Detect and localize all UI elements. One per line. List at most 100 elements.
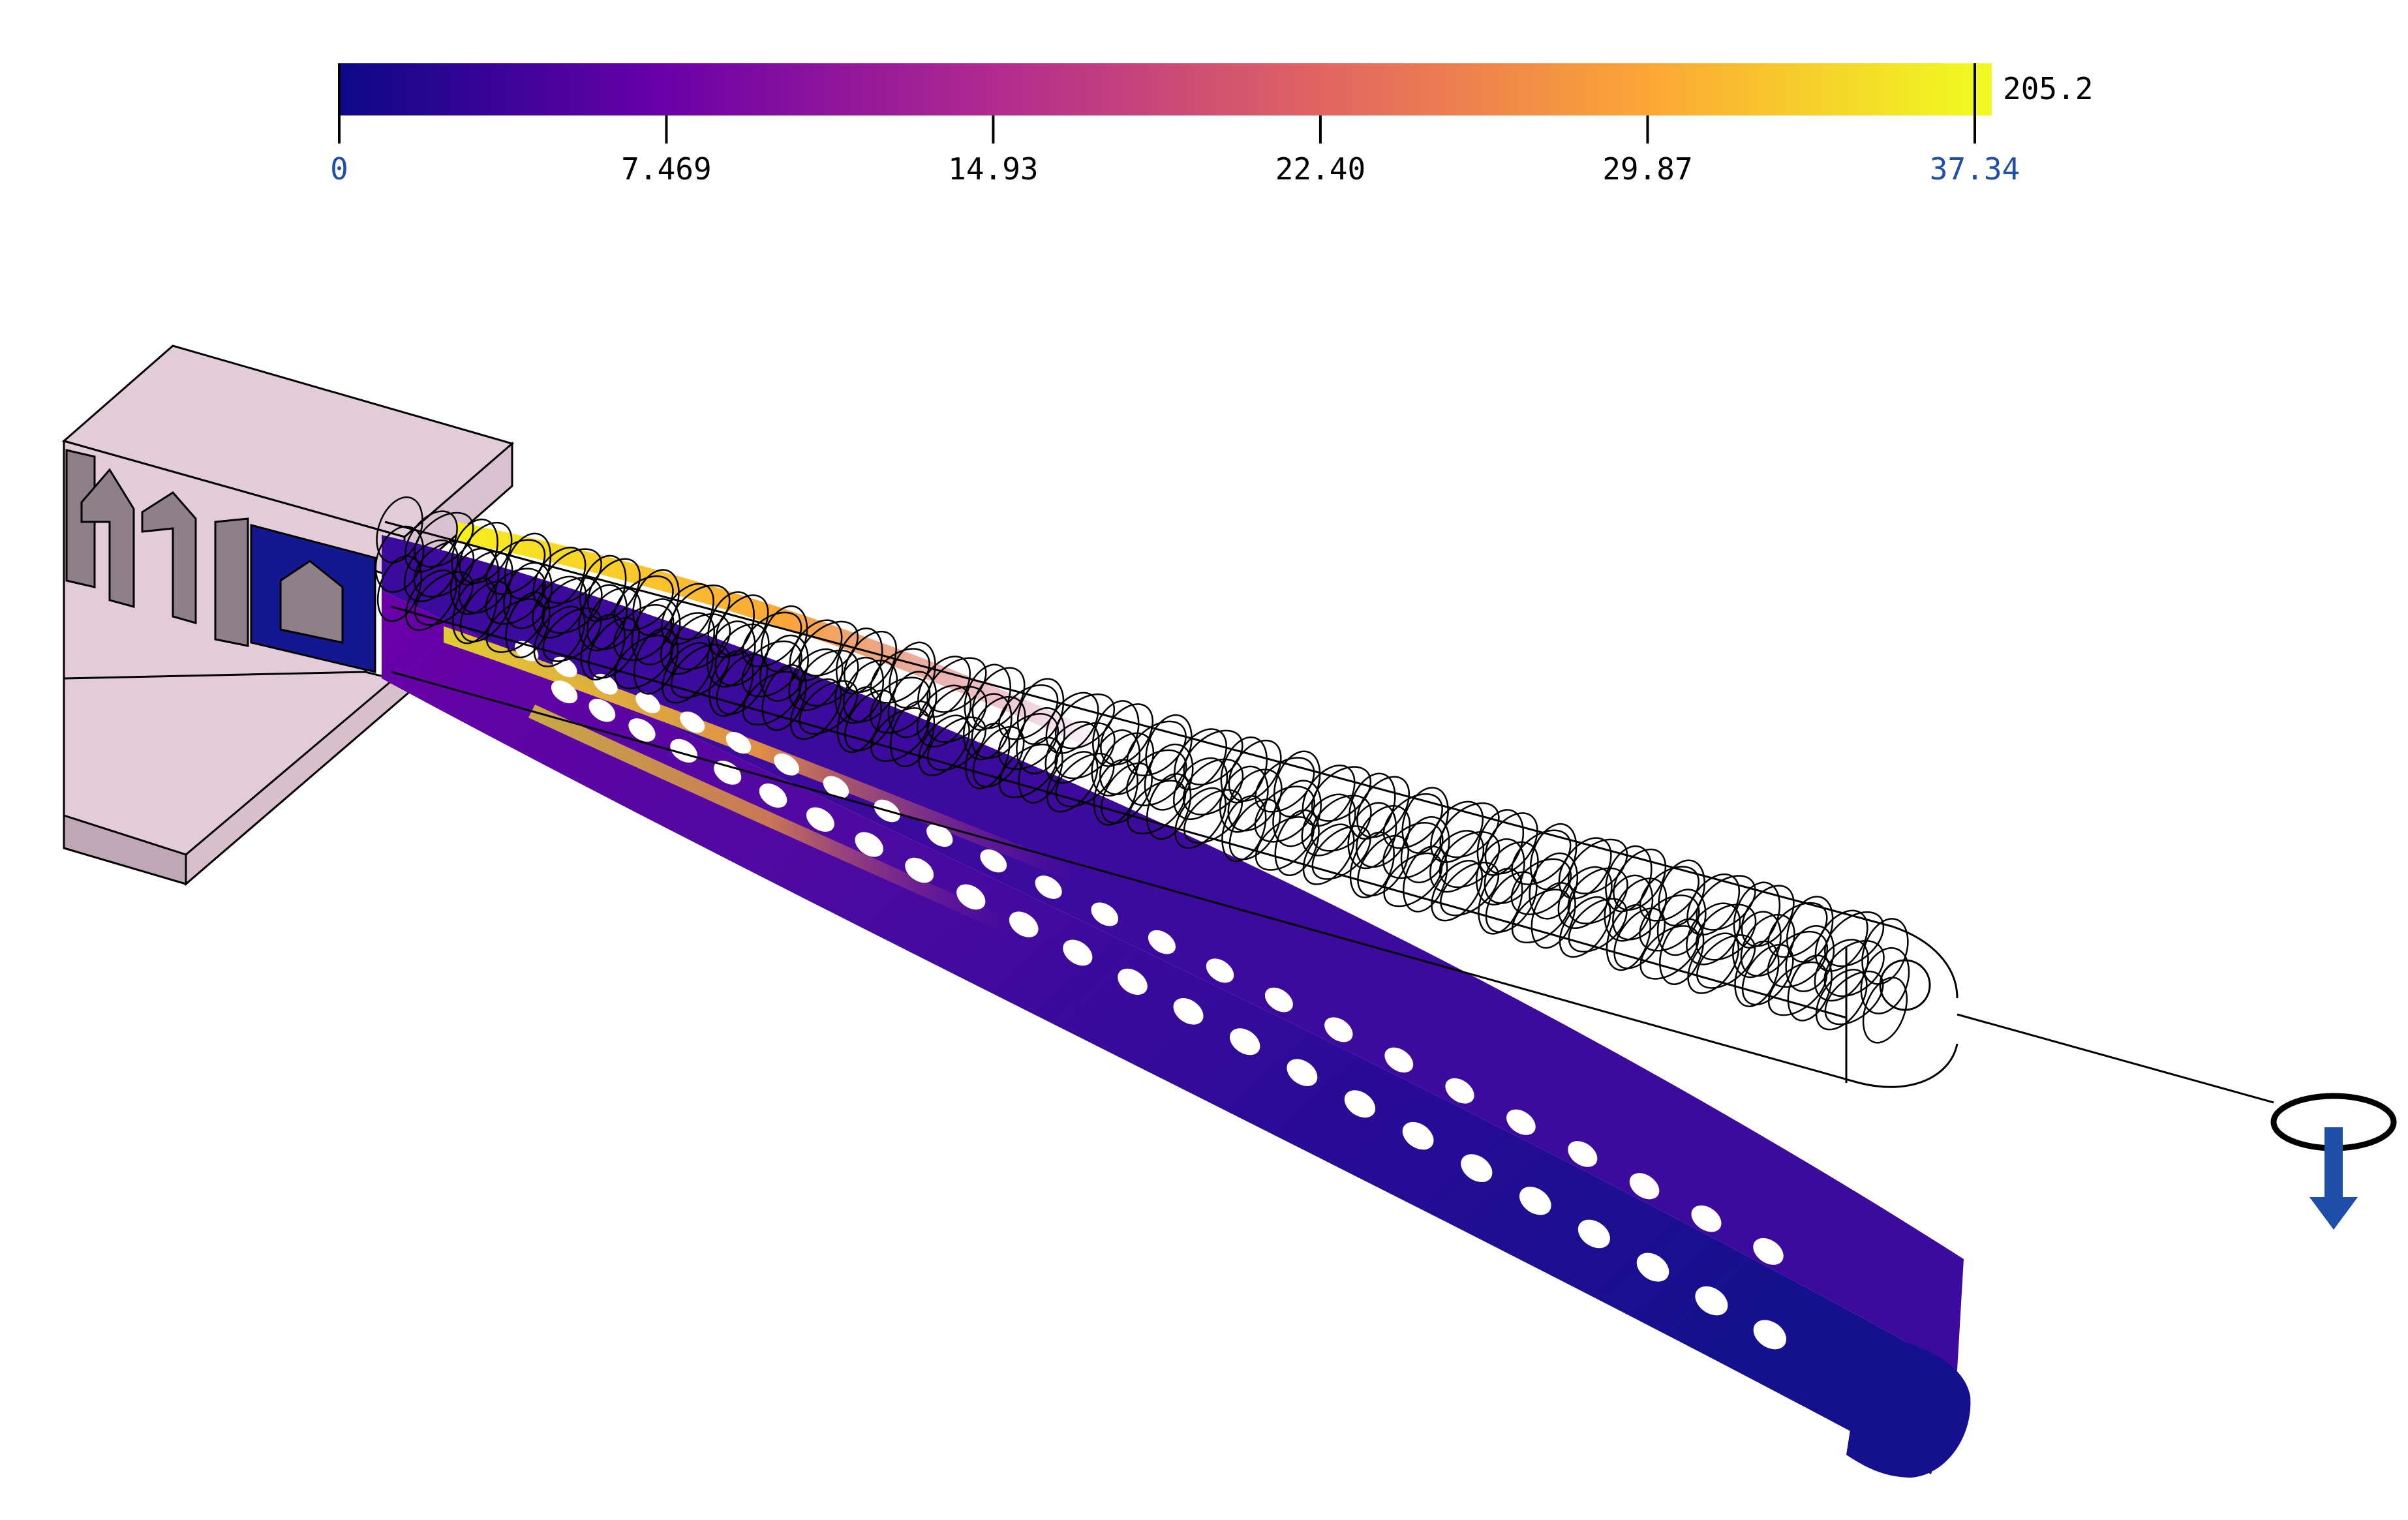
wireframe-outline-top: [384, 521, 1958, 999]
wireframe-ring: [1255, 816, 1315, 871]
wireframe-outline-bottom: [391, 671, 1958, 1088]
wireframe-ring: [1557, 866, 1613, 929]
wireframe-ring: [1440, 861, 1500, 917]
stress-hotspot-edge: [528, 705, 1011, 933]
lattice-hole: [774, 753, 800, 776]
wireframe-ring: [1568, 898, 1628, 953]
lattice-hole: [1402, 1121, 1434, 1150]
wireframe-ring: [1740, 913, 1795, 977]
wireframe-ring: [1639, 925, 1699, 980]
wireframe-ring: [1173, 757, 1228, 821]
wireframe-ring: [1484, 812, 1538, 875]
wireframe-ring: [1126, 720, 1187, 776]
wireframe-ring: [1227, 768, 1283, 832]
wireframe-ring: [660, 612, 716, 675]
wireframe-ring: [1639, 894, 1700, 952]
wireframe-ring: [1484, 841, 1539, 904]
wireframe-ring: [998, 713, 1059, 770]
wireframe-ring: [1228, 739, 1282, 802]
lattice-hole: [714, 761, 742, 785]
wireframe-ring: [1382, 793, 1443, 849]
wireframe-ring: [1814, 939, 1869, 1002]
lattice-hole: [725, 731, 752, 754]
wireframe-ring: [1696, 875, 1756, 931]
support-cavity-2: [80, 468, 135, 608]
wireframe-ring: [613, 575, 674, 631]
wireframe-ring: [403, 539, 459, 603]
wireframe-ring: [413, 540, 475, 598]
wireframe-ring: [1824, 911, 1885, 967]
deformed-beam-lower: [382, 590, 1957, 1474]
wireframe-ring: [1356, 804, 1411, 868]
wireframe-ring: [1767, 902, 1828, 958]
wireframe-ring: [376, 555, 423, 622]
wireframe-ring: [971, 696, 1026, 759]
support-cavity-4: [214, 517, 249, 647]
wireframe-ring: [532, 575, 587, 639]
wireframe-ring: [1311, 825, 1371, 880]
lattice-hole: [823, 776, 849, 798]
wireframe-ring: [926, 657, 987, 713]
wireframe-ring: [742, 671, 802, 726]
wireframe-ring: [458, 551, 513, 614]
wireframe-ring: [971, 667, 1026, 729]
wireframe-ring: [844, 630, 897, 693]
lattice-hole: [1287, 1059, 1318, 1086]
colorbar-overflow-swatch: [1974, 63, 1992, 115]
wireframe-ring: [1696, 934, 1756, 989]
wireframe-ring: [541, 548, 602, 604]
lattice-hole: [680, 711, 705, 733]
wireframe-ring: [1054, 722, 1116, 780]
wireframe-ring: [1531, 881, 1576, 949]
wireframe-ring: [1403, 845, 1448, 913]
wireframe-ring: [798, 620, 859, 677]
wireframe-ring: [1018, 737, 1063, 804]
wireframe-ring: [1439, 802, 1500, 859]
wireframe-ring: [414, 571, 474, 626]
lattice-hole: [1384, 1047, 1414, 1073]
wireframe-ring: [1511, 829, 1572, 885]
colorbar-tick-label: 22.40: [1275, 151, 1365, 187]
wireframe-ring: [1146, 772, 1192, 840]
load-leader-line: [1957, 1013, 2274, 1104]
wireframe-ring: [799, 680, 859, 735]
wireframe-ring: [870, 648, 930, 704]
colorbar-gradient: [339, 63, 1974, 115]
wireframe-ring: [485, 568, 546, 625]
load-indicator: [1957, 1013, 2397, 1230]
wireframe-ring: [870, 676, 931, 734]
lattice-hole: [956, 884, 986, 910]
lattice-hole: [1461, 1154, 1493, 1183]
wireframe-ring: [1382, 821, 1444, 879]
wireframe-ring: [670, 643, 730, 699]
wireframe-ring: [1439, 831, 1501, 889]
stress-hotspot-top: [457, 522, 1109, 757]
wireframe-ring: [1183, 789, 1243, 844]
wireframe-ring: [633, 628, 679, 695]
lattice-hole: [759, 783, 787, 808]
wireframe-ring: [926, 686, 988, 743]
lattice-hole: [1753, 1320, 1787, 1350]
lattice-hole: [1264, 987, 1293, 1012]
wireframe-ring: [587, 558, 641, 620]
colorbar-tick-label: 29.87: [1602, 151, 1692, 187]
wireframe-ring: [541, 577, 603, 634]
wireframe-ring: [505, 591, 551, 659]
undeformed-beam-wireframe: [374, 496, 1958, 1088]
wireframe-ring: [998, 743, 1058, 798]
wireframe-ring: [889, 700, 936, 768]
lattice-hole: [1118, 968, 1148, 995]
lattice-hole: [1629, 1173, 1660, 1200]
wireframe-ring: [1356, 776, 1410, 838]
wireframe-ring: [1567, 838, 1628, 894]
wireframe-ring: [614, 634, 674, 690]
lattice-hole: [1324, 1017, 1353, 1042]
wireframe-ring: [715, 594, 769, 657]
lattice-hole: [905, 857, 934, 883]
wireframe-ring: [1567, 867, 1628, 924]
wireframe-ring: [1767, 930, 1829, 988]
wireframe-ring: [916, 684, 972, 748]
lattice-hole: [1519, 1187, 1551, 1215]
support-block: [61, 344, 515, 887]
